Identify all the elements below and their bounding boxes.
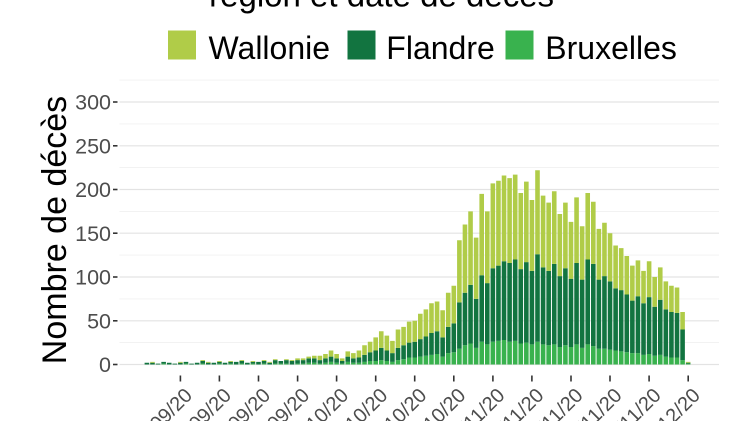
svg-text:Wallonie: Wallonie <box>209 30 331 66</box>
svg-text:200: 200 <box>75 178 111 202</box>
svg-text:Flandre: Flandre <box>386 30 495 66</box>
svg-text:Nombre de décès: Nombre de décès <box>36 96 74 364</box>
svg-text:Bruxelles: Bruxelles <box>545 30 677 66</box>
svg-text:100: 100 <box>75 266 111 290</box>
svg-text:250: 250 <box>75 134 111 158</box>
svg-text:150: 150 <box>75 222 111 246</box>
svg-text:50: 50 <box>87 309 111 333</box>
svg-text:300: 300 <box>75 91 111 115</box>
svg-text:région et date de décès: région et date de décès <box>209 0 554 14</box>
svg-text:0: 0 <box>99 353 111 377</box>
